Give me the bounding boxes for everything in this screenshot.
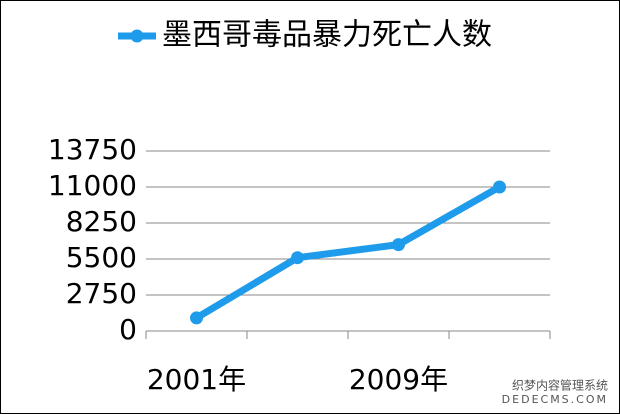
point <box>291 251 304 265</box>
legend-marker <box>130 29 144 43</box>
y-tick-label: 13750 <box>48 133 137 166</box>
y-tick-label: 2750 <box>66 277 137 310</box>
legend-label: 墨西哥毒品暴力死亡人数 <box>162 18 492 53</box>
y-tick-label: 11000 <box>48 169 137 202</box>
x-tick-label: 2009年 <box>349 363 448 396</box>
x-tick-label: 2001年 <box>147 363 246 396</box>
watermark: DEDECMS.COM <box>502 393 608 406</box>
point <box>493 180 506 194</box>
y-tick-label: 8250 <box>66 205 137 238</box>
y-tick-label: 5500 <box>66 241 137 274</box>
watermark: 织梦内容管理系统 <box>512 378 608 393</box>
series-line <box>194 183 502 321</box>
point <box>190 311 203 325</box>
y-tick-label: 0 <box>119 313 137 346</box>
point <box>392 238 405 252</box>
